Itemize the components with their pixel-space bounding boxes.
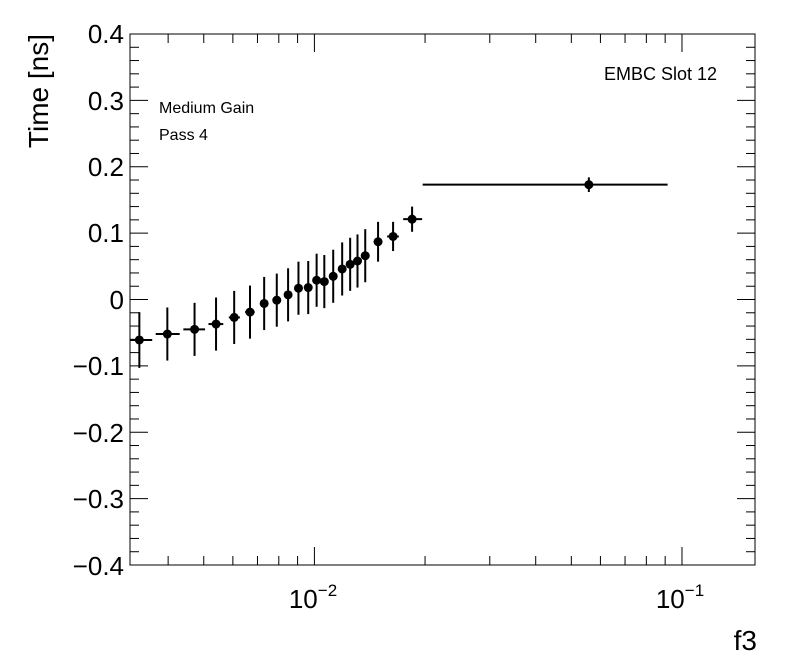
y-tick-label: 0.1 — [88, 218, 124, 248]
data-point — [319, 255, 329, 309]
marker — [360, 251, 370, 261]
marker — [272, 295, 282, 305]
x-tick-label: 10−1 — [656, 581, 704, 614]
data-point — [183, 302, 206, 356]
marker — [211, 319, 221, 329]
y-tick-label: 0 — [110, 285, 124, 315]
marker — [293, 283, 303, 293]
data-point — [360, 229, 370, 283]
marker — [312, 275, 322, 285]
marker — [353, 256, 363, 266]
marker — [407, 214, 417, 224]
marker — [345, 259, 355, 269]
data-point — [422, 177, 668, 192]
y-tick-label: 0.4 — [88, 19, 124, 49]
data-point — [373, 221, 383, 262]
data-points — [130, 177, 668, 368]
marker — [134, 335, 144, 345]
marker — [584, 180, 594, 190]
y-tick-label: −0.2 — [73, 418, 124, 448]
marker — [162, 329, 172, 339]
y-tick-label: −0.1 — [73, 351, 124, 381]
marker — [373, 237, 383, 247]
marker — [190, 324, 200, 334]
data-point — [130, 312, 153, 368]
y-tick-label: 0.3 — [88, 86, 124, 116]
pass-annotation: Pass 4 — [159, 127, 208, 144]
y-axis-title: Time [ns] — [23, 34, 54, 148]
marker — [337, 264, 347, 274]
data-point — [283, 268, 293, 322]
marker — [245, 307, 255, 317]
marker — [328, 271, 338, 281]
data-point — [259, 276, 269, 331]
x-tick-label: 10−2 — [289, 581, 337, 614]
marker — [283, 290, 293, 300]
axis-ticks — [130, 33, 755, 566]
slot-annotation: EMBC Slot 12 — [604, 64, 717, 84]
y-tick-label: −0.4 — [73, 551, 124, 581]
gain-annotation: Medium Gain — [159, 100, 254, 117]
data-point — [155, 307, 180, 361]
data-point — [353, 234, 363, 288]
data-point — [337, 242, 347, 296]
data-point — [303, 261, 313, 315]
data-point — [228, 290, 240, 344]
x-axis-title: f3 — [734, 625, 757, 656]
y-tick-label: 0.2 — [88, 152, 124, 182]
data-point — [387, 221, 399, 252]
y-tick-label: −0.3 — [73, 484, 124, 514]
data-point — [245, 285, 255, 339]
data-point — [403, 206, 423, 232]
data-point — [293, 261, 303, 315]
data-point — [345, 237, 355, 291]
data-point — [208, 297, 224, 351]
marker — [388, 231, 398, 241]
data-point — [328, 249, 338, 303]
marker — [259, 298, 269, 308]
marker — [303, 283, 313, 293]
data-point — [312, 253, 322, 307]
marker — [229, 312, 239, 322]
marker — [319, 277, 329, 287]
data-point — [272, 273, 282, 327]
